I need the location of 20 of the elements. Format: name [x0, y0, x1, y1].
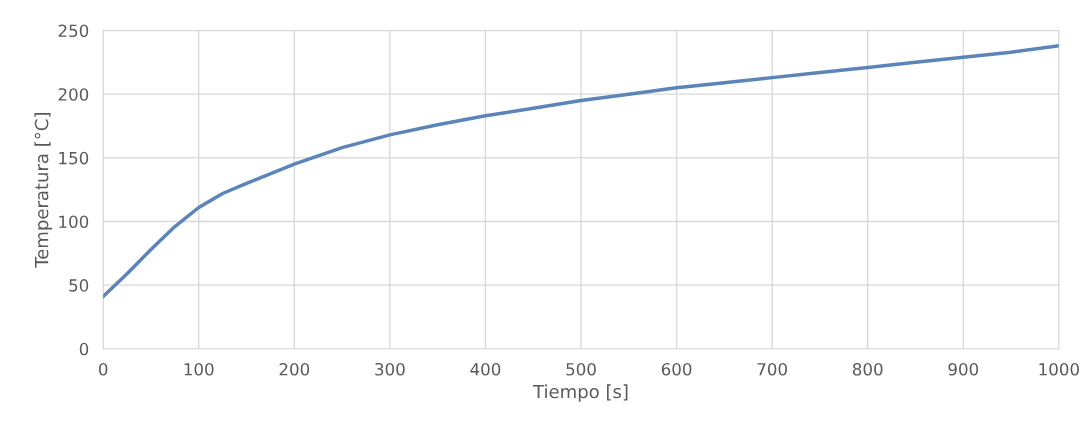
x-tick-label: 500 — [566, 362, 596, 376]
x-axis-title: Tiempo [s] — [533, 384, 628, 402]
x-tick-label: 800 — [852, 362, 883, 376]
y-tick-label: 0 — [79, 342, 89, 356]
x-tick-label: 1000 — [1039, 362, 1079, 376]
y-tick-label: 100 — [59, 215, 89, 229]
x-tick-label: 700 — [757, 362, 787, 376]
x-tick-label: 200 — [279, 362, 310, 376]
x-tick-label: 900 — [948, 362, 979, 376]
y-axis-title: Temperatura [°C] — [34, 113, 52, 268]
line-series — [103, 44, 1059, 299]
x-tick-label: 300 — [375, 362, 405, 376]
x-tick-label: 100 — [184, 362, 214, 376]
x-tick-label: 400 — [470, 362, 501, 376]
x-tick-label: 0 — [98, 362, 108, 376]
y-tick-label: 250 — [58, 24, 89, 38]
x-tick-label: 600 — [661, 362, 692, 376]
y-tick-label: 50 — [69, 279, 89, 292]
y-tick-label: 150 — [59, 151, 89, 165]
y-tick-label: 200 — [58, 88, 89, 101]
